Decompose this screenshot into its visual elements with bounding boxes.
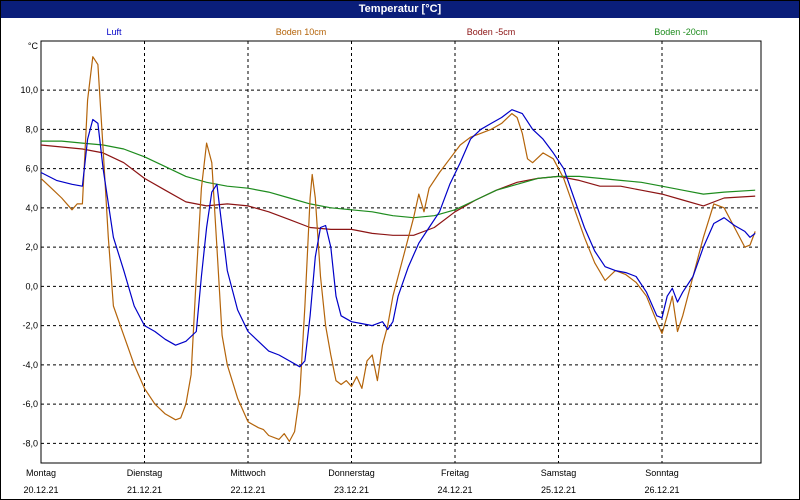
y-tick-label: 6,0: [25, 164, 38, 174]
legend-entry: Boden -20cm: [654, 27, 708, 37]
y-axis: 10,0 8,0 6,0 4,0 2,0 0,0 -2,0 -4,0 -6,0 -8,0 °C: [20, 41, 38, 448]
y-tick-label: 2,0: [25, 242, 38, 252]
temperature-chart: Luft Boden 10cm Boden -5cm Boden -20cm 10,0…: [20, 27, 762, 495]
x-tick-day: Montag: [26, 468, 56, 478]
x-tick-date: 24.12.21: [437, 485, 472, 495]
legend: Luft Boden 10cm Boden -5cm Boden -20cm: [106, 27, 707, 37]
x-tick-day: Freitag: [441, 468, 469, 478]
y-tick-label: 0,0: [25, 281, 38, 291]
x-tick-day: Sonntag: [645, 468, 679, 478]
y-tick-label: -2,0: [22, 321, 38, 331]
x-tick-date: 21.12.21: [127, 485, 162, 495]
y-tick-label: 10,0: [20, 85, 38, 95]
legend-entry: Luft: [106, 27, 122, 37]
plot-area: [40, 40, 762, 464]
series-line: [40, 56, 756, 442]
y-tick-label: -8,0: [22, 438, 38, 448]
x-tick-day: Mittwoch: [230, 468, 266, 478]
x-tick-day: Samstag: [541, 468, 577, 478]
x-tick-date: 26.12.21: [644, 485, 679, 495]
legend-entry: Boden 10cm: [276, 27, 327, 37]
x-tick-day: Dienstag: [127, 468, 163, 478]
series-line: [40, 109, 756, 368]
series-line: [40, 144, 756, 236]
x-tick-date: 22.12.21: [230, 485, 265, 495]
y-tick-label: 4,0: [25, 203, 38, 213]
y-tick-label: -6,0: [22, 399, 38, 409]
y-tick-label: 8,0: [25, 124, 38, 134]
y-axis-unit: °C: [28, 41, 39, 51]
x-axis: Montag 20.12.21 Dienstag 21.12.21 Mittwoch 22…: [23, 468, 679, 495]
series-line: [41, 140, 756, 219]
x-tick-date: 20.12.21: [23, 485, 58, 495]
x-tick-day: Donnerstag: [328, 468, 375, 478]
legend-entry: Boden -5cm: [467, 27, 516, 37]
y-tick-label: -4,0: [22, 360, 38, 370]
plot-border: [40, 40, 762, 464]
x-tick-date: 25.12.21: [541, 485, 576, 495]
x-tick-date: 23.12.21: [334, 485, 369, 495]
grid: [41, 41, 762, 463]
series-layer: [40, 56, 756, 442]
chart-title: Temperatur [°C]: [1, 1, 799, 18]
